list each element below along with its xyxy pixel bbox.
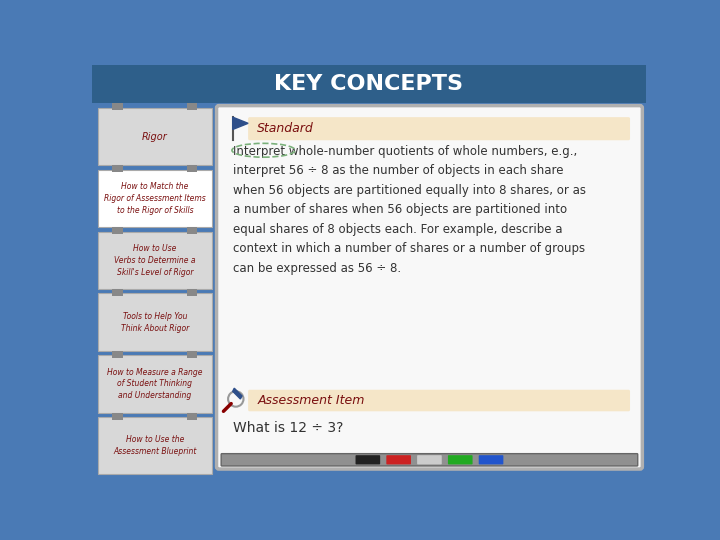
FancyBboxPatch shape [248, 390, 630, 411]
FancyBboxPatch shape [186, 165, 197, 172]
Text: What is 12 ÷ 3?: What is 12 ÷ 3? [233, 421, 343, 435]
FancyBboxPatch shape [112, 289, 122, 296]
Text: Rigor: Rigor [142, 132, 168, 141]
FancyBboxPatch shape [387, 455, 411, 464]
Text: Tools to Help You
Think About Rigor: Tools to Help You Think About Rigor [121, 312, 189, 333]
FancyBboxPatch shape [112, 350, 122, 357]
Text: Standard: Standard [257, 122, 314, 135]
FancyBboxPatch shape [112, 227, 122, 234]
Text: KEY CONCEPTS: KEY CONCEPTS [274, 74, 464, 94]
FancyBboxPatch shape [112, 165, 122, 172]
Text: Interpret whole-number quotients of whole numbers, e.g.,
interpret 56 ÷ 8 as the: Interpret whole-number quotients of whol… [233, 145, 585, 275]
FancyBboxPatch shape [98, 232, 212, 289]
FancyBboxPatch shape [98, 108, 212, 165]
FancyBboxPatch shape [98, 355, 212, 413]
FancyBboxPatch shape [217, 106, 642, 469]
Text: How to Use
Verbs to Determine a
Skill's Level of Rigor: How to Use Verbs to Determine a Skill's … [114, 244, 196, 276]
FancyBboxPatch shape [479, 455, 503, 464]
FancyBboxPatch shape [98, 170, 212, 227]
Text: How to Use the
Assessment Blueprint: How to Use the Assessment Blueprint [113, 435, 197, 456]
FancyBboxPatch shape [417, 455, 442, 464]
FancyBboxPatch shape [186, 350, 197, 357]
FancyBboxPatch shape [92, 65, 647, 103]
FancyBboxPatch shape [186, 289, 197, 296]
FancyBboxPatch shape [248, 117, 630, 140]
FancyBboxPatch shape [98, 417, 212, 475]
FancyBboxPatch shape [98, 294, 212, 350]
Text: Assessment Item: Assessment Item [257, 394, 365, 407]
Polygon shape [233, 117, 248, 130]
FancyBboxPatch shape [112, 413, 122, 420]
Text: How to Measure a Range
of Student Thinking
and Understanding: How to Measure a Range of Student Thinki… [107, 368, 203, 400]
FancyBboxPatch shape [186, 103, 197, 110]
FancyBboxPatch shape [112, 103, 122, 110]
Polygon shape [233, 388, 242, 399]
FancyBboxPatch shape [356, 455, 380, 464]
FancyBboxPatch shape [448, 455, 472, 464]
FancyBboxPatch shape [186, 413, 197, 420]
FancyBboxPatch shape [221, 454, 638, 466]
Text: How to Match the
Rigor of Assessment Items
to the Rigor of Skills: How to Match the Rigor of Assessment Ite… [104, 182, 206, 215]
FancyBboxPatch shape [186, 227, 197, 234]
